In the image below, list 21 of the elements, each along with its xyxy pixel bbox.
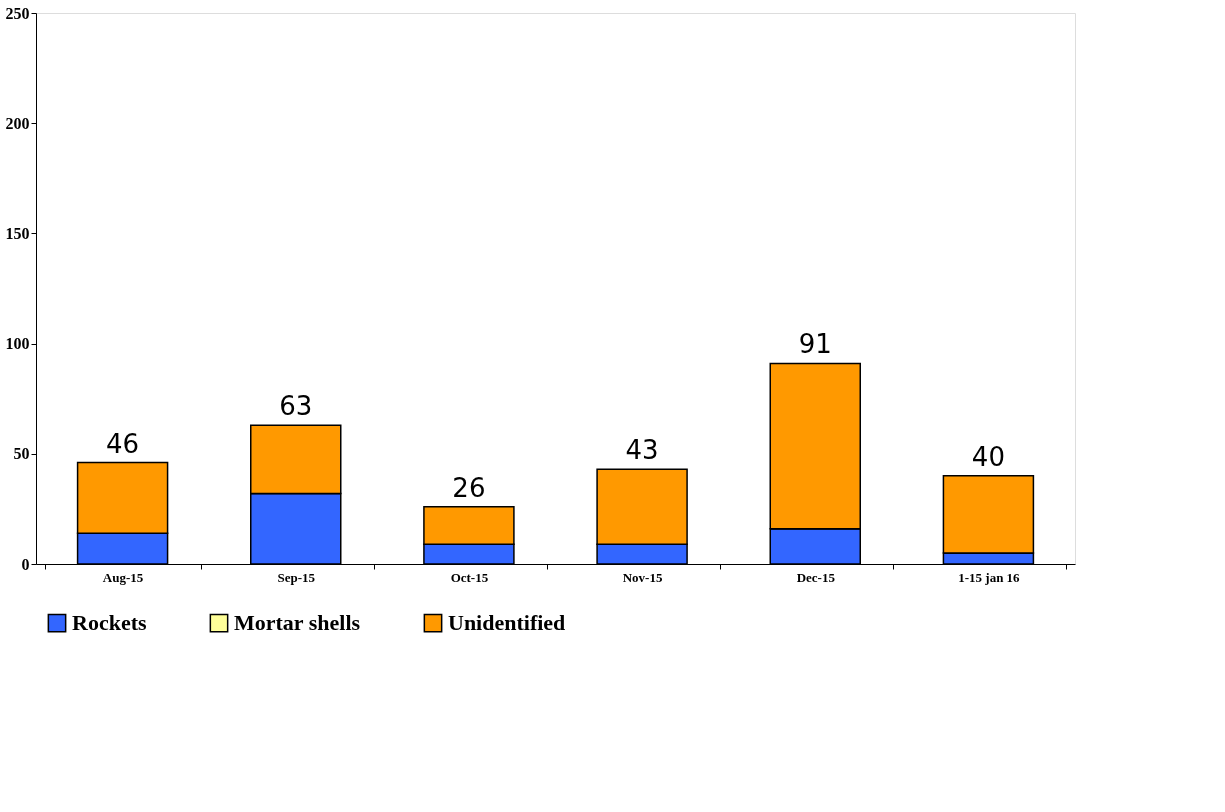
total-label: 43	[625, 435, 659, 466]
total-label: 40	[971, 441, 1005, 472]
total-label: 46	[106, 428, 140, 459]
legend-label: Mortar shells	[234, 610, 361, 636]
x-tick-label: Dec-15	[796, 569, 836, 585]
y-tick-label: 250	[5, 4, 30, 22]
y-tick-label: 150	[5, 224, 30, 242]
total-label: 26	[452, 472, 486, 503]
legend-label: Rockets	[72, 610, 147, 636]
y-tick-label: 50	[13, 445, 30, 463]
x-tick-label: 1-15 jan 16	[958, 569, 1021, 585]
y-tick-label: 0	[21, 555, 30, 573]
x-tick-label: Sep-15	[277, 569, 316, 585]
total-label: 91	[798, 329, 832, 360]
total-label: 63	[279, 391, 313, 422]
y-tick-label: 200	[5, 114, 30, 132]
x-tick-label: Oct-15	[450, 569, 489, 585]
legend-label: Unidentified	[448, 610, 566, 636]
x-tick-label: Nov-15	[622, 569, 663, 585]
y-tick-label: 100	[5, 335, 30, 353]
x-tick-label: Aug-15	[102, 569, 144, 585]
